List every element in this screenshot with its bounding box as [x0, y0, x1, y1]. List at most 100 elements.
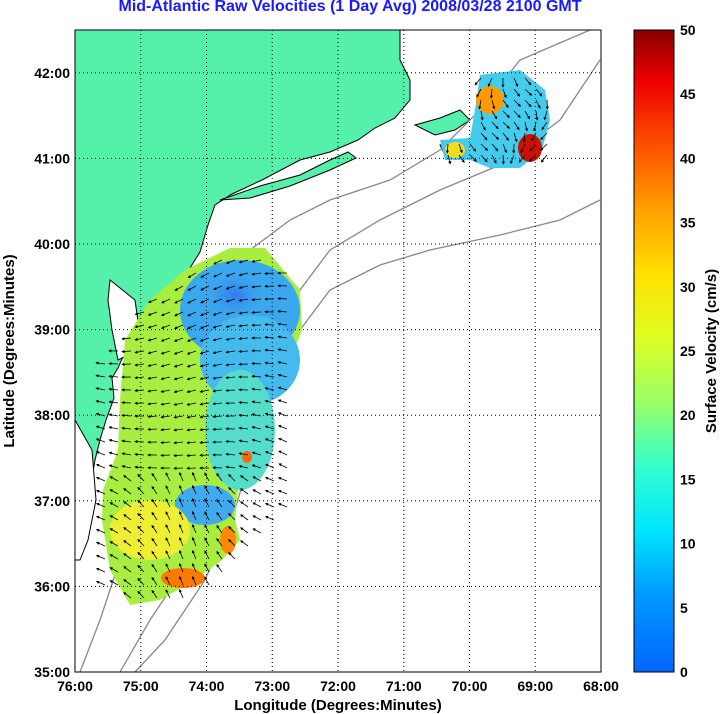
velocity-arrow	[108, 387, 119, 391]
velocity-arrow	[108, 426, 119, 430]
velocity-arrow	[186, 441, 197, 445]
velocity-arrow	[137, 525, 145, 534]
velocity-arrow	[277, 348, 288, 352]
velocity-arrow	[277, 386, 288, 391]
velocity-arrow	[178, 549, 184, 560]
velocity-arrow	[240, 514, 249, 521]
velocity-arrow	[225, 324, 236, 329]
velocity-arrow	[264, 335, 275, 340]
velocity-arrow	[165, 524, 171, 534]
velocity-arrow	[277, 335, 288, 339]
velocity-arrow	[251, 298, 262, 302]
velocity-arrow	[96, 580, 106, 586]
velocity-arrow	[173, 363, 184, 368]
velocity-arrow	[277, 296, 288, 301]
velocity-arrow	[186, 324, 197, 330]
velocity-arrow	[134, 350, 145, 354]
velocity-arrow	[95, 399, 106, 404]
velocity-vectors	[95, 77, 549, 599]
velocity-arrow	[535, 88, 543, 97]
velocity-arrow	[121, 452, 132, 456]
velocity-arrow	[173, 376, 184, 381]
velocity-arrow	[160, 415, 171, 419]
velocity-arrow	[491, 143, 499, 152]
velocity-arrow	[108, 438, 119, 443]
velocity-arrow	[204, 524, 210, 534]
velocity-arrow	[147, 363, 158, 367]
velocity-arrow	[108, 374, 119, 379]
velocity-arrow	[238, 272, 249, 277]
velocity-arrow	[191, 575, 197, 586]
velocity-arrow	[225, 439, 236, 444]
velocity-arrow	[240, 540, 249, 547]
y-tick-label: 38:00	[34, 407, 70, 423]
velocity-arrow	[191, 549, 197, 560]
velocity-arrow	[96, 528, 106, 534]
velocity-arrow	[165, 472, 171, 482]
x-tick-label: 76:00	[57, 678, 93, 694]
velocity-arrow	[238, 464, 249, 469]
velocity-arrow	[474, 77, 482, 86]
velocity-arrow	[199, 428, 210, 432]
velocity-arrow	[123, 566, 132, 573]
velocity-arrow	[225, 259, 236, 264]
velocity-arrow	[109, 476, 119, 482]
velocity-arrow	[174, 311, 184, 317]
velocity-arrow	[173, 441, 184, 445]
velocity-arrow	[137, 577, 145, 586]
x-tick-label: 69:00	[517, 678, 553, 694]
velocity-arrow	[178, 536, 184, 547]
velocity-arrow	[212, 414, 223, 419]
velocity-arrow	[95, 463, 106, 469]
velocity-arrow	[238, 337, 249, 341]
velocity-arrow	[524, 99, 532, 108]
velocity-arrow	[151, 537, 158, 547]
velocity-arrow	[109, 502, 119, 508]
velocity-arrow	[147, 389, 158, 393]
plot-frame	[74, 29, 602, 673]
velocity-arrow	[228, 513, 236, 521]
velocity-arrow	[96, 489, 106, 495]
velocity-red-region	[518, 134, 542, 162]
velocity-arrow	[204, 472, 210, 482]
velocity-arrow	[238, 298, 249, 302]
velocity-arrow	[491, 154, 497, 164]
velocity-arrow	[178, 523, 184, 534]
velocity-arrow	[147, 324, 158, 329]
velocity-arrow	[173, 350, 184, 355]
velocity-arrow	[108, 451, 119, 456]
velocity-arrow	[121, 465, 132, 469]
velocity-arrow	[160, 440, 171, 445]
velocity-arrow	[121, 426, 132, 430]
velocity-arrow	[191, 471, 197, 482]
velocity-arrow	[109, 489, 119, 495]
velocity-arrow	[160, 311, 171, 317]
velocity-arrow	[151, 589, 158, 599]
velocity-arrow	[147, 427, 158, 431]
velocity-arrow	[173, 415, 184, 419]
velocity-arrow	[121, 439, 132, 443]
velocity-arrow	[212, 402, 223, 406]
velocity-arrow	[191, 484, 197, 495]
velocity-arrow	[489, 88, 493, 99]
velocity-arrow	[95, 425, 106, 430]
velocity-arrow	[524, 121, 529, 132]
velocity-arrow	[251, 272, 262, 276]
velocity-arrow	[191, 536, 197, 547]
velocity-arrow	[264, 323, 275, 327]
velocity-arrow	[513, 121, 520, 131]
velocity-arrow	[228, 500, 236, 508]
colorbar-tick-label: 50	[680, 22, 696, 38]
y-tick-label: 36:00	[34, 578, 70, 594]
velocity-arrow	[137, 551, 145, 560]
velocity-arrow	[134, 376, 145, 380]
y-tick-label: 42:00	[34, 65, 70, 81]
velocity-arrow	[123, 553, 132, 560]
velocity-arrow	[251, 285, 262, 289]
x-axis-label: Longitude (Degrees:Minutes)	[234, 697, 442, 714]
velocity-arrow	[252, 489, 262, 495]
velocity-arrow	[178, 588, 184, 599]
velocity-arrow	[264, 476, 275, 482]
velocity-arrow	[134, 311, 145, 316]
velocity-arrow	[137, 512, 145, 521]
